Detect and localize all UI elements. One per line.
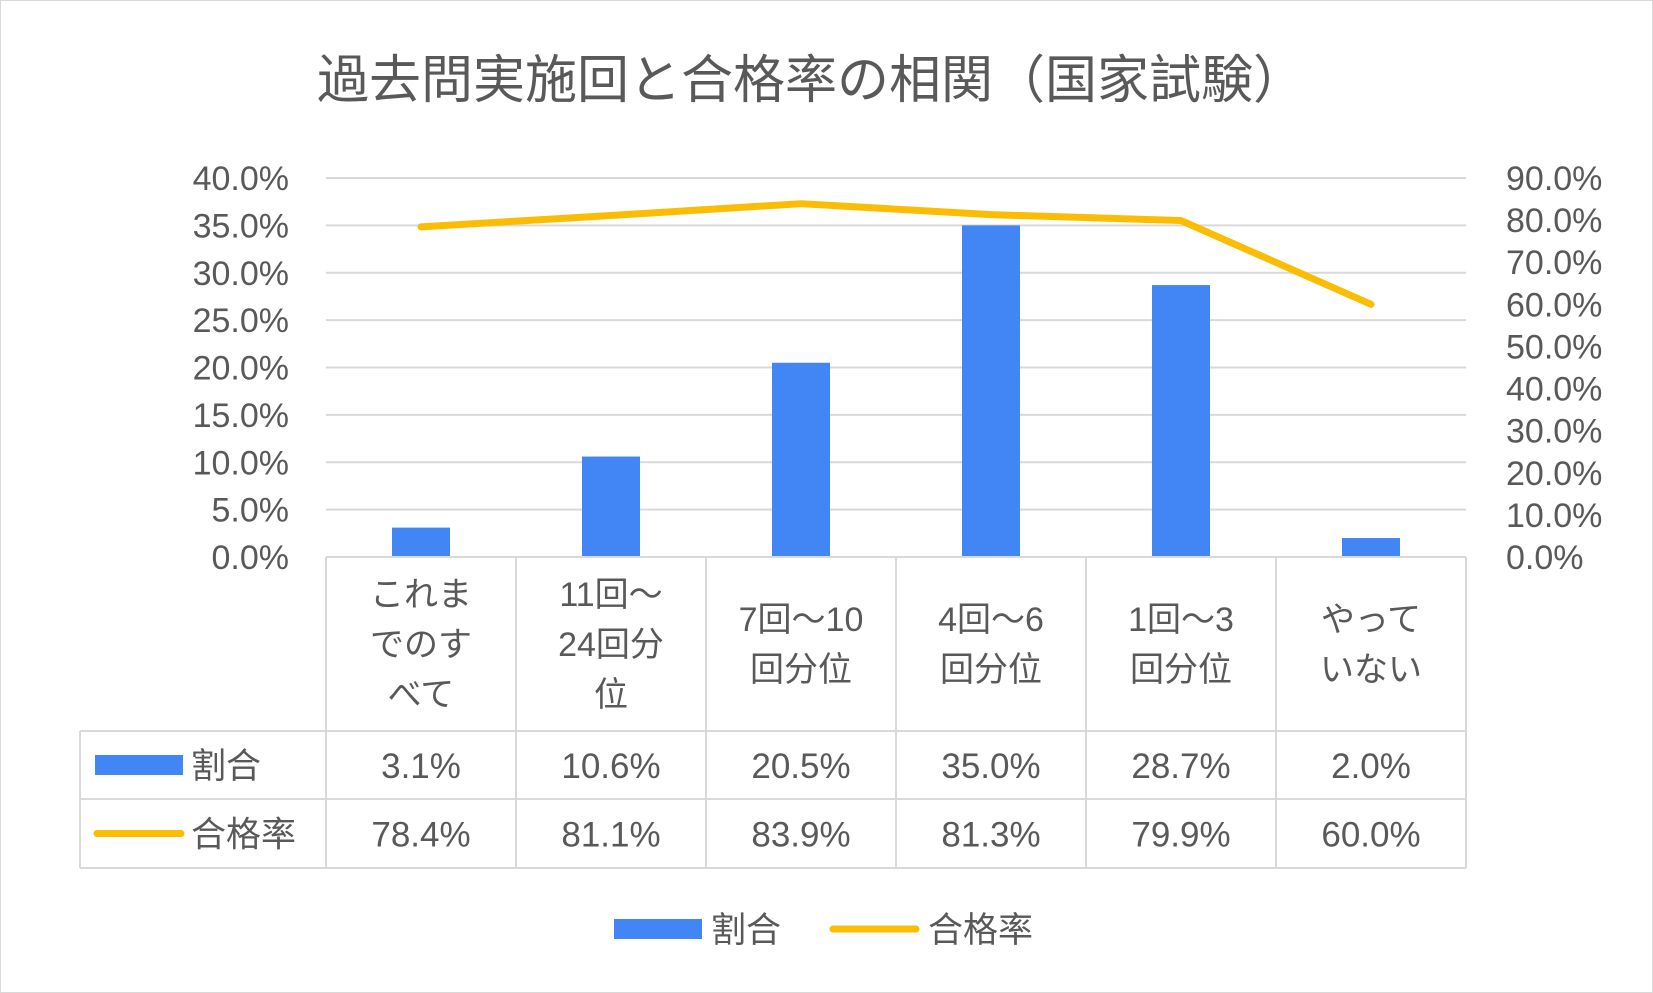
- left-axis-tick-label: 10.0%: [193, 444, 289, 482]
- right-axis-tick-label: 60.0%: [1506, 286, 1602, 324]
- left-axis: 0.0% 5.0% 10.0% 15.0% 20.0% 25.0% 30.0% 35.0% 40…: [193, 160, 289, 577]
- bar: [772, 362, 830, 557]
- category-label: べて: [388, 676, 455, 714]
- category-label: 7回～10: [739, 601, 864, 639]
- left-axis-tick-label: 35.0%: [193, 207, 289, 245]
- left-axis-tick-label: 25.0%: [193, 302, 289, 340]
- right-axis-tick-label: 40.0%: [1506, 371, 1602, 409]
- table-value: 79.9%: [1131, 816, 1230, 855]
- table-series-name: 合格率: [191, 816, 296, 855]
- line-series: [417, 200, 1375, 308]
- left-axis-tick-label: 0.0%: [212, 539, 290, 577]
- line-path: [417, 200, 1375, 308]
- table-series-name: 割合: [191, 747, 261, 786]
- right-axis-tick-label: 70.0%: [1506, 244, 1602, 282]
- right-axis-tick-label: 90.0%: [1506, 160, 1602, 198]
- table-value: 35.0%: [941, 747, 1040, 786]
- category-label: 回分位: [940, 651, 1042, 689]
- right-axis-tick-label: 50.0%: [1506, 328, 1602, 366]
- category-label: いない: [1320, 651, 1422, 689]
- gridlines: [326, 177, 1466, 511]
- category-label: 位: [594, 676, 628, 714]
- chart-title: 過去問実施回と合格率の相関（国家試験）: [317, 52, 1305, 110]
- category-label: でのす: [370, 626, 472, 664]
- bar: [392, 527, 450, 557]
- legend-label: 合格率: [928, 911, 1033, 950]
- left-axis-tick-label: 20.0%: [193, 350, 289, 388]
- left-axis-tick-label: 15.0%: [193, 397, 289, 435]
- left-axis-tick-label: 30.0%: [193, 255, 289, 293]
- left-axis-tick-label: 40.0%: [193, 160, 289, 198]
- bar: [582, 456, 640, 557]
- legend-label: 割合: [711, 911, 781, 950]
- left-axis-tick-label: 5.0%: [212, 492, 290, 530]
- table-value: 81.1%: [561, 816, 660, 855]
- bar: [962, 225, 1020, 557]
- table-value: 3.1%: [381, 747, 461, 786]
- category-label: 回分位: [1130, 651, 1232, 689]
- table-legend-key: [95, 755, 183, 775]
- right-axis-tick-label: 10.0%: [1506, 497, 1602, 535]
- bar: [1342, 538, 1400, 557]
- category-label: これま: [370, 576, 472, 614]
- table-value: 2.0%: [1331, 747, 1411, 786]
- category-label: 1回～3: [1128, 601, 1234, 639]
- table-value: 10.6%: [561, 747, 660, 786]
- table-value: 28.7%: [1131, 747, 1230, 786]
- category-label: 回分位: [750, 651, 852, 689]
- bar: [1152, 285, 1210, 557]
- category-label: やって: [1321, 601, 1421, 639]
- legend-key-bar: [614, 919, 702, 939]
- table-value: 83.9%: [751, 816, 850, 855]
- table-value: 60.0%: [1321, 816, 1420, 855]
- right-axis: 0.0% 10.0% 20.0% 30.0% 40.0% 50.0% 60.0% 70.0% 8…: [1506, 160, 1602, 577]
- table-value: 81.3%: [941, 816, 1040, 855]
- category-label: 11回～: [559, 576, 662, 614]
- category-label: 4回～6: [938, 601, 1044, 639]
- table-value: 78.4%: [371, 816, 470, 855]
- category-label: 24回分: [558, 626, 664, 664]
- legend: 割合 合格率: [614, 911, 1033, 950]
- right-axis-tick-label: 80.0%: [1506, 202, 1602, 240]
- table-value: 20.5%: [751, 747, 850, 786]
- right-axis-tick-label: 0.0%: [1506, 539, 1584, 577]
- right-axis-tick-label: 20.0%: [1506, 455, 1602, 493]
- right-axis-tick-label: 30.0%: [1506, 413, 1602, 451]
- bar-series: [392, 225, 1400, 557]
